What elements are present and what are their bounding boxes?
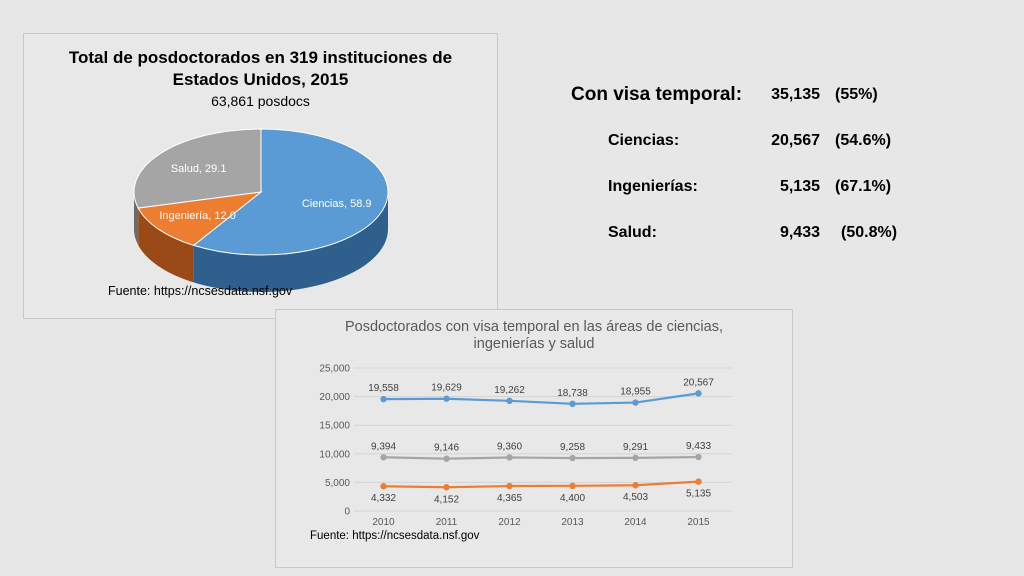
pie-title-line2: Estados Unidos, 2015 bbox=[172, 70, 349, 89]
pie-source: Fuente: https://ncsesdata.nsf.gov bbox=[108, 284, 293, 298]
data-label: 9,394 bbox=[371, 441, 396, 452]
data-label: 4,503 bbox=[623, 492, 648, 503]
data-label: 4,332 bbox=[371, 493, 396, 504]
line-chart: 0 5,000 10,000 15,000 20,000 25,000 2010 2011 20… bbox=[319, 364, 732, 528]
pie-slice-side bbox=[138, 208, 194, 283]
pie-title-line1: Total de posdoctorados en 319 institucio… bbox=[68, 48, 453, 67]
data-label: 4,152 bbox=[434, 494, 459, 505]
line-title-line2: ingenierías y salud bbox=[473, 336, 595, 352]
pie-slice-side bbox=[134, 192, 139, 246]
stats-main-value: 35,135 bbox=[771, 86, 820, 103]
data-label: 19,629 bbox=[431, 383, 462, 394]
data-point bbox=[695, 390, 702, 397]
data-point bbox=[443, 484, 450, 491]
data-point bbox=[632, 482, 639, 489]
line-chart-panel: Posdoctorados con visa temporal en las á… bbox=[275, 309, 793, 568]
pie-chart: Ciencias, 58.9 Ingeniería, 12.0 Salud, 29.… bbox=[133, 128, 389, 292]
stats-row-value: 20,567 bbox=[771, 132, 820, 149]
data-point bbox=[380, 395, 387, 403]
stats-row-pct: (54.6%) bbox=[835, 132, 892, 149]
stats-row-label: Ingenierías: bbox=[608, 178, 698, 195]
x-tick-label: 2013 bbox=[561, 517, 584, 528]
data-point bbox=[380, 454, 387, 461]
pie-slice-label: Ingeniería, 12.0 bbox=[159, 210, 235, 222]
y-tick-label: 25,000 bbox=[319, 364, 350, 375]
data-label: 19,558 bbox=[368, 383, 399, 394]
pie-slice-label: Ciencias, 58.9 bbox=[302, 198, 372, 210]
x-tick-label: 2011 bbox=[436, 517, 458, 528]
x-tick-label: 2014 bbox=[624, 517, 647, 528]
stats-main-pct: (55%) bbox=[835, 86, 878, 103]
data-label: 9,360 bbox=[497, 441, 522, 452]
stats-row-pct: (67.1%) bbox=[835, 178, 892, 195]
data-point bbox=[506, 482, 513, 490]
data-point bbox=[443, 395, 450, 402]
data-point bbox=[569, 454, 576, 462]
data-point bbox=[506, 397, 513, 405]
data-point bbox=[569, 400, 576, 408]
data-label: 9,258 bbox=[560, 442, 585, 453]
data-point bbox=[632, 399, 639, 406]
series-line bbox=[383, 392, 699, 405]
data-point bbox=[506, 454, 513, 461]
data-label: 5,135 bbox=[686, 489, 711, 500]
y-tick-label: 20,000 bbox=[319, 392, 350, 403]
stats-row-value: 5,135 bbox=[779, 178, 820, 195]
y-tick-label: 0 bbox=[344, 507, 350, 518]
pie-slice bbox=[137, 191, 263, 246]
pie-slice bbox=[133, 128, 262, 209]
pie-slice bbox=[192, 128, 389, 256]
pie-slice-label: Salud, 29.1 bbox=[171, 163, 227, 175]
pie-slice-side bbox=[193, 192, 388, 292]
x-tick-label: 2012 bbox=[498, 517, 521, 528]
data-label: 9,146 bbox=[434, 443, 459, 454]
series-line bbox=[383, 480, 699, 489]
data-label: 4,400 bbox=[560, 493, 585, 504]
data-point bbox=[443, 455, 450, 462]
data-label: 4,365 bbox=[497, 493, 522, 504]
data-point bbox=[695, 453, 702, 461]
data-label: 18,738 bbox=[557, 388, 588, 399]
stats-row-label: Ciencias: bbox=[608, 132, 680, 149]
data-point bbox=[632, 454, 639, 462]
y-tick-label: 5,000 bbox=[325, 478, 350, 489]
data-label: 18,955 bbox=[620, 387, 651, 398]
data-label: 20,567 bbox=[683, 377, 714, 388]
x-tick-label: 2010 bbox=[372, 517, 395, 528]
y-tick-label: 15,000 bbox=[319, 421, 350, 432]
data-point bbox=[569, 482, 576, 490]
data-point bbox=[695, 478, 702, 485]
y-tick-label: 10,000 bbox=[319, 449, 350, 460]
stats-main-label: Con visa temporal: bbox=[571, 84, 743, 105]
data-label: 9,291 bbox=[623, 442, 648, 453]
x-tick-label: 2015 bbox=[687, 517, 710, 528]
data-point bbox=[380, 483, 387, 490]
line-source: Fuente: https://ncsesdata.nsf.gov bbox=[310, 530, 480, 542]
line-title-line1: Posdoctorados con visa temporal en las á… bbox=[344, 319, 723, 335]
pie-chart-panel: Total de posdoctorados en 319 institucio… bbox=[23, 33, 498, 319]
stats-row-label: Salud: bbox=[608, 224, 657, 241]
pie-subtitle: 63,861 posdocs bbox=[211, 93, 310, 109]
data-label: 19,262 bbox=[494, 385, 525, 396]
series-line bbox=[383, 455, 699, 460]
data-label: 9,433 bbox=[686, 441, 711, 452]
stats-row-pct: (50.8%) bbox=[841, 224, 898, 241]
stats-row-value: 9,433 bbox=[779, 224, 820, 241]
